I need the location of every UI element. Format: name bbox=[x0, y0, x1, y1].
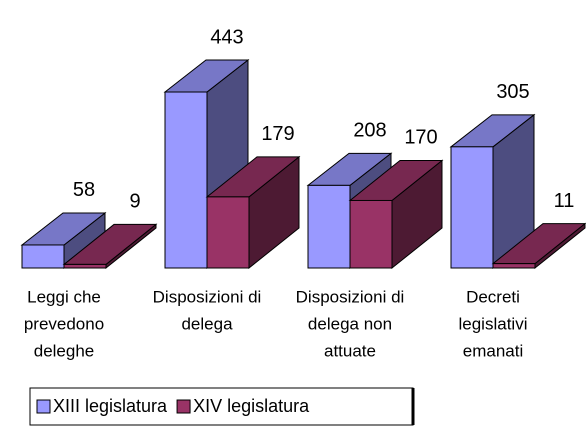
legend-swatch bbox=[176, 399, 191, 414]
bar-front bbox=[450, 146, 494, 269]
x-tick-label: Disposizioni di bbox=[296, 287, 405, 306]
bar-front bbox=[349, 199, 393, 269]
x-tick-label: attuate bbox=[324, 341, 376, 360]
legend-box bbox=[29, 387, 414, 426]
value-label: 305 bbox=[496, 81, 529, 103]
bar-front bbox=[21, 244, 65, 269]
value-label: 443 bbox=[210, 26, 243, 48]
x-tick-label: prevedono bbox=[24, 314, 104, 333]
value-label: 9 bbox=[129, 191, 140, 213]
bar-front bbox=[206, 196, 250, 269]
bar-front bbox=[164, 91, 208, 269]
bar-front bbox=[307, 184, 351, 269]
legend-label: XIII legislatura bbox=[53, 396, 168, 416]
x-tick-label: Disposizioni di bbox=[153, 287, 262, 306]
x-tick-label: delega bbox=[181, 314, 233, 333]
value-label: 170 bbox=[404, 127, 437, 149]
x-tick-label: emanati bbox=[463, 341, 523, 360]
value-label: 208 bbox=[353, 120, 386, 142]
legend-label: XIV legislatura bbox=[193, 396, 310, 416]
bar-front bbox=[63, 263, 107, 269]
x-tick-label: Leggi che bbox=[27, 287, 101, 306]
x-tick-label: delega non bbox=[308, 314, 392, 333]
bar-front bbox=[492, 263, 536, 269]
x-tick-label: deleghe bbox=[34, 341, 95, 360]
x-tick-label: legislativi bbox=[459, 314, 528, 333]
x-tick-label: Decreti bbox=[466, 287, 520, 306]
legend-swatch bbox=[36, 399, 51, 414]
value-label: 11 bbox=[554, 190, 575, 212]
value-label: 58 bbox=[73, 179, 95, 201]
value-label: 179 bbox=[261, 123, 294, 145]
